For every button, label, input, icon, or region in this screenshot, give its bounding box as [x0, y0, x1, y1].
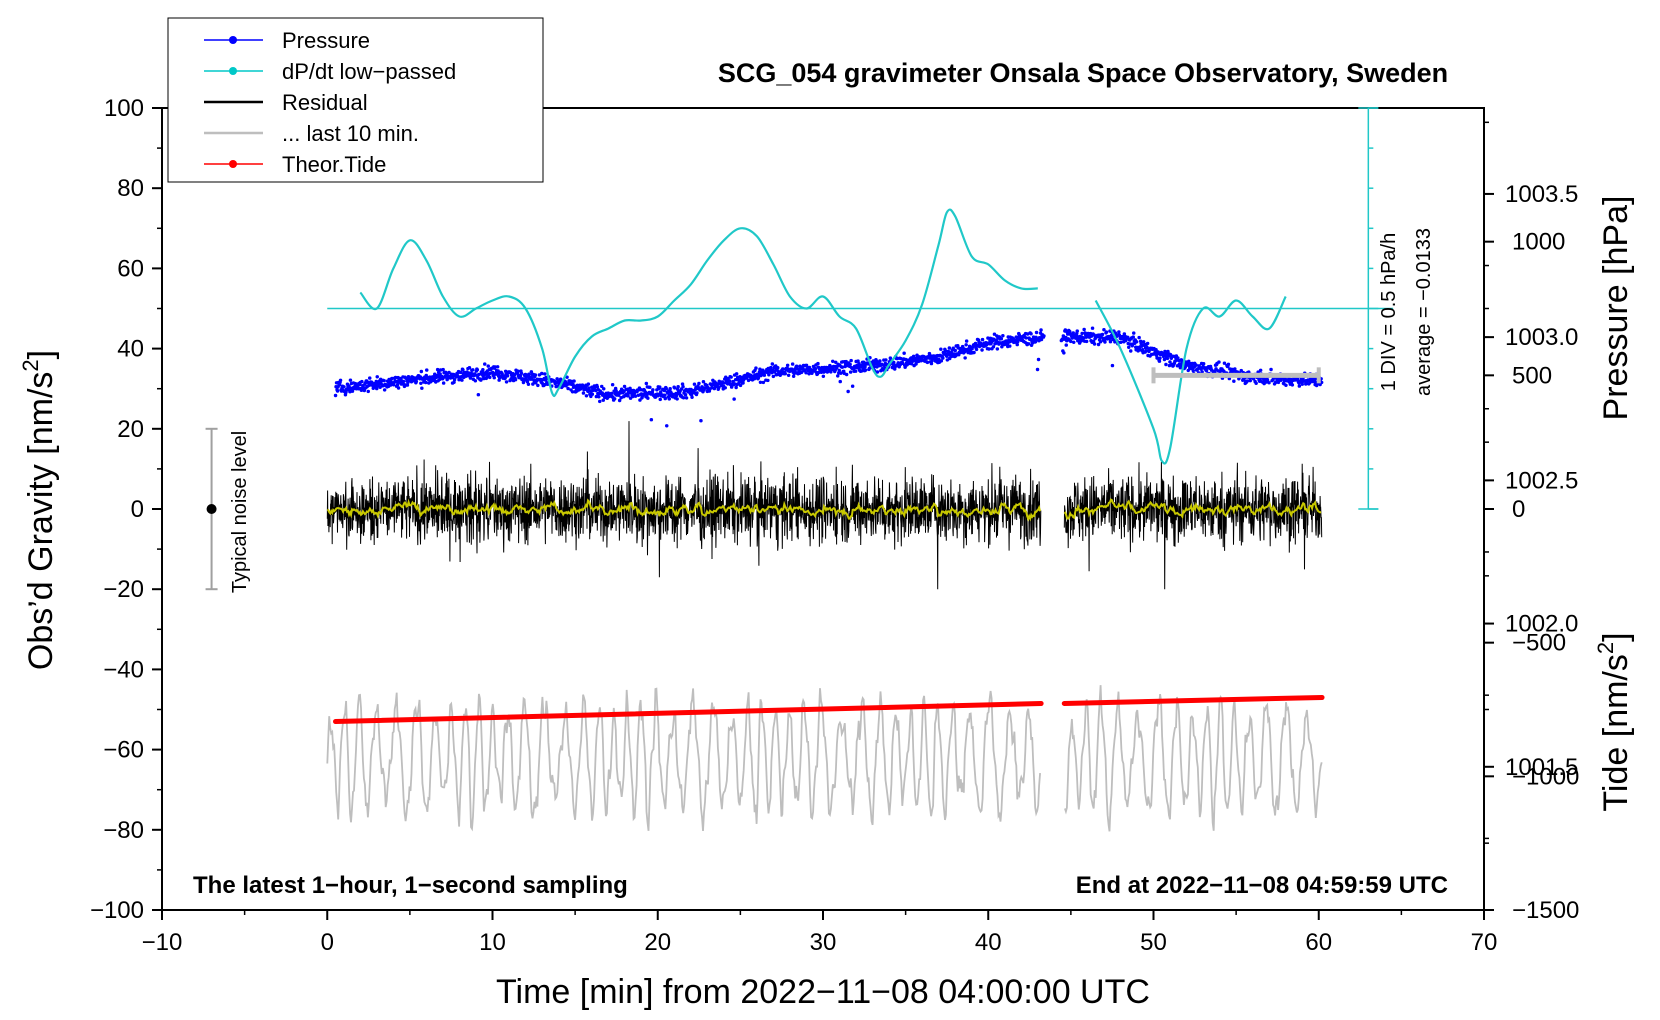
tide-tick-label-0: 1000 — [1512, 229, 1565, 256]
legend-marker-0 — [229, 36, 237, 44]
dpdt-line-part2 — [1094, 295, 1287, 465]
y-tick-label-9: −80 — [103, 817, 144, 844]
y-tick-label-3: 40 — [117, 336, 144, 363]
tide-line-part1 — [333, 700, 1044, 725]
residual-smooth-line — [326, 498, 1322, 522]
noise-bar-dot — [206, 504, 217, 514]
legend-label-4: Theor.Tide — [282, 152, 386, 177]
y-axis-title-main: Obs’d Gravity [nm/s — [22, 372, 60, 671]
right-axis-title-tide: Tide [nm/s2] — [1593, 632, 1635, 811]
tide-tick-label-3: −500 — [1512, 630, 1566, 657]
note-right: End at 2022−11−08 04:59:59 UTC — [1076, 872, 1448, 899]
dpdt-line-part1 — [359, 208, 1038, 398]
right-axis-title-tide-main: Tide [nm/s — [1597, 654, 1635, 811]
residual-line — [326, 421, 1323, 590]
y-tick-label-5: 0 — [131, 496, 144, 523]
y-tick-label-6: −20 — [103, 576, 144, 603]
y-tick-label-4: 20 — [117, 416, 144, 443]
y-tick-label-0: 100 — [104, 95, 144, 122]
x-tick-label-2: 10 — [479, 929, 506, 956]
x-tick-label-8: 70 — [1471, 929, 1498, 956]
y-tick-label-1: 80 — [117, 175, 144, 202]
axes-layer: −10 0 10 20 30 40 50 60 70100806040200−20−40−60−… — [90, 95, 1579, 956]
tide-tick-label-2: 0 — [1512, 496, 1525, 523]
tide-tick-label-1: 500 — [1512, 362, 1552, 389]
last10-line — [326, 685, 1323, 832]
right-axis-title-pressure: Pressure [hPa] — [1597, 196, 1635, 421]
pressure-tick-label-2: 1002.5 — [1505, 467, 1578, 494]
x-tick-label-0: −10 — [142, 929, 183, 956]
x-tick-label-4: 30 — [810, 929, 837, 956]
y-axis-title: Obs’d Gravity [nm/s2] — [18, 350, 60, 670]
legend: Pressure dP/dt low−passed Residual ... last… — [167, 17, 544, 183]
tide-tick-label-4: −1000 — [1512, 763, 1579, 790]
legend-label-0: Pressure — [282, 28, 370, 53]
pressure-tick-label-3: 1002.0 — [1505, 611, 1578, 638]
x-tick-label-7: 60 — [1305, 929, 1332, 956]
dpdt-scale-label: 1 DIV = 0.5 hPa/h — [1378, 233, 1400, 391]
legend-label-2: Residual — [282, 90, 368, 115]
pressure-tick-label-4: 1001.5 — [1505, 754, 1578, 781]
legend-marker-4 — [229, 160, 237, 168]
dpdt-average-label: average = −0.0133 — [1413, 228, 1435, 396]
pressure-tick-label-1: 1003.0 — [1505, 324, 1578, 351]
note-left: The latest 1−hour, 1−second sampling — [193, 872, 628, 899]
tide-line-part2 — [1061, 694, 1325, 706]
pressure-tick-label-0: 1003.5 — [1505, 181, 1578, 208]
x-tick-label-1: 0 — [321, 929, 334, 956]
y-axis-title-close: ] — [22, 350, 60, 359]
legend-frame — [167, 17, 544, 183]
right-axis-title-tide-close: ] — [1597, 632, 1635, 641]
y-axis-title-sup: 2 — [18, 359, 43, 371]
legend-label-3: ... last 10 min. — [282, 121, 419, 146]
y-tick-label-10: −100 — [90, 897, 144, 924]
y-tick-label-7: −40 — [103, 656, 144, 683]
series-layer — [326, 208, 1394, 832]
tide-tick-label-5: −1500 — [1512, 897, 1579, 924]
x-axis-title: Time [min] from 2022−11−08 04:00:00 UTC — [496, 973, 1150, 1011]
pressure-dots — [333, 326, 1324, 428]
right-axis-title-tide-sup: 2 — [1593, 642, 1618, 654]
x-tick-label-5: 40 — [975, 929, 1002, 956]
y-tick-label-8: −60 — [103, 737, 144, 764]
noise-level-label: Typical noise level — [229, 431, 251, 593]
legend-label-1: dP/dt low−passed — [282, 59, 456, 84]
x-tick-label-6: 50 — [1140, 929, 1167, 956]
y-tick-label-2: 60 — [117, 255, 144, 282]
legend-marker-1 — [229, 67, 237, 75]
chart-title: SCG_054 gravimeter Onsala Space Observat… — [718, 58, 1448, 88]
x-tick-label-3: 20 — [644, 929, 671, 956]
